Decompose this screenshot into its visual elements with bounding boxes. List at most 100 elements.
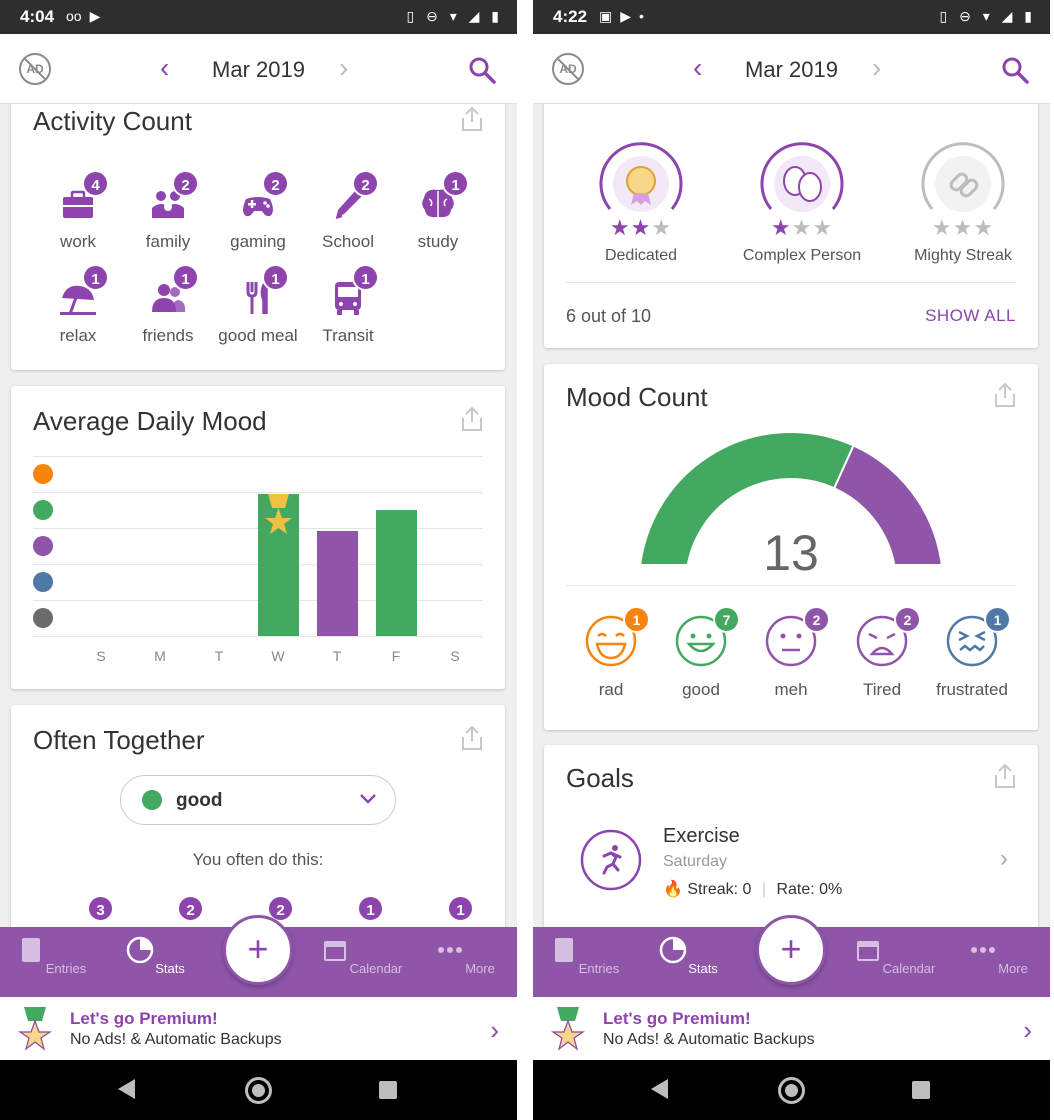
status-bar: 4:04 oo ▶ ▯ ⊖ ▾ ◢ ▮ xyxy=(0,0,517,34)
nav-entries[interactable]: Entries xyxy=(539,933,629,976)
chevron-left-icon[interactable]: ‹ xyxy=(693,52,703,83)
achievement-item[interactable]: ★★★ Mighty Streak xyxy=(888,139,1038,265)
activity-item[interactable]: 1 good meal xyxy=(213,264,303,346)
activity-label: Transit xyxy=(322,326,374,345)
mood-bar[interactable] xyxy=(376,510,417,636)
mood-dropdown[interactable]: good xyxy=(120,775,396,825)
chevron-left-icon[interactable]: ‹ xyxy=(160,52,170,83)
ad-free-icon[interactable]: AD xyxy=(19,53,51,85)
mood-meh-icon: 2 xyxy=(764,606,830,668)
share-icon[interactable] xyxy=(461,406,483,432)
stats-icon xyxy=(659,936,687,964)
mood-count-item[interactable]: 7 good xyxy=(656,606,746,700)
mood-meh-icon xyxy=(33,536,53,556)
book-icon xyxy=(554,938,573,962)
nav-calendar[interactable]: Calendar xyxy=(316,933,406,976)
back-button[interactable] xyxy=(651,1079,668,1099)
activity-count-badge: 2 xyxy=(352,170,379,197)
activity-label: relax xyxy=(59,326,97,345)
star-icon: ★ xyxy=(630,215,652,240)
mood-count-badge: 2 xyxy=(894,606,921,633)
star-icon: ★ xyxy=(651,215,673,240)
card-title: Activity Count xyxy=(33,106,192,136)
mood-bar[interactable] xyxy=(258,494,299,636)
activity-item[interactable]: 1 friends xyxy=(123,264,213,346)
mood-bar[interactable] xyxy=(317,530,358,636)
mood-count-item[interactable]: 2 meh xyxy=(746,606,836,700)
stats-scroll-content[interactable]: ★★★ Dedicated ★★★ Complex Person ★★★ Mighty S… xyxy=(533,104,1050,927)
month-title: Mar 2019 xyxy=(745,57,838,82)
bus-icon: 1 xyxy=(328,264,379,318)
premium-subtitle: No Ads! & Automatic Backups xyxy=(603,1031,815,1048)
umbrella-icon: 1 xyxy=(58,264,109,318)
premium-banner[interactable]: Let's go Premium! No Ads! & Automatic Bac… xyxy=(0,997,517,1060)
x-axis-label: S xyxy=(96,648,106,664)
chevron-right-icon[interactable]: › xyxy=(339,52,349,83)
achievement-stars: ★★★ xyxy=(888,215,1038,241)
chevron-right-icon[interactable]: › xyxy=(872,52,882,83)
stats-scroll-content[interactable]: Activity Count 4 work 2 family 2 gaming 2 Schoo… xyxy=(0,104,517,927)
show-all-button[interactable]: SHOW ALL xyxy=(925,306,1016,325)
system-status-icons: ▯ ⊖ ▾ ◢ ▮ xyxy=(939,8,1036,24)
top-app-bar: AD Mar 2019 ‹ › xyxy=(533,34,1050,104)
premium-title: Let's go Premium! xyxy=(70,1009,218,1028)
home-button[interactable] xyxy=(778,1077,805,1104)
calendar-icon xyxy=(856,941,879,961)
gauge-segment xyxy=(638,431,855,584)
goal-row[interactable]: Exercise Saturday 🔥 Streak: 0 | Rate: 0%… xyxy=(544,815,1038,915)
nav-calendar[interactable]: Calendar xyxy=(849,933,939,976)
recents-button[interactable] xyxy=(379,1081,397,1099)
month-title: Mar 2019 xyxy=(212,57,305,82)
achievements-progress: 6 out of 10 xyxy=(566,306,652,326)
mood-count-badge: 7 xyxy=(713,606,740,633)
share-icon[interactable] xyxy=(461,725,483,751)
friends-icon: 1 xyxy=(148,264,199,318)
premium-banner[interactable]: Let's go Premium! No Ads! & Automatic Bac… xyxy=(533,997,1050,1060)
activity-count-badge: 2 xyxy=(262,170,289,197)
activity-count-badge: 1 xyxy=(357,895,384,922)
nav-more[interactable]: More xyxy=(420,933,510,976)
activity-item[interactable]: 1 relax xyxy=(33,264,123,346)
activity-item[interactable]: 1 study xyxy=(393,170,483,252)
share-icon[interactable] xyxy=(994,382,1016,408)
activity-item[interactable]: 2 gaming xyxy=(213,170,303,252)
add-entry-button[interactable]: + xyxy=(756,915,826,985)
activity-item[interactable]: 1 Transit xyxy=(303,264,393,346)
share-icon[interactable] xyxy=(994,763,1016,789)
bottom-navigation: Entries Stats Calendar More + xyxy=(533,915,1050,997)
activity-item[interactable]: 2 family xyxy=(123,170,213,252)
achievement-item[interactable]: ★★★ Complex Person xyxy=(727,139,877,265)
achievement-item[interactable]: ★★★ Dedicated xyxy=(566,139,716,265)
activity-item[interactable]: 4 work xyxy=(33,170,123,252)
ad-free-icon[interactable]: AD xyxy=(552,53,584,85)
gauge-mask xyxy=(544,564,1038,586)
mood-tired-icon: 2 xyxy=(855,606,921,668)
nav-stats[interactable]: Stats xyxy=(643,933,733,976)
search-icon[interactable] xyxy=(1001,56,1029,84)
system-navigation-bar xyxy=(533,1060,1050,1120)
nav-stats[interactable]: Stats xyxy=(110,933,200,976)
recents-button[interactable] xyxy=(912,1081,930,1099)
goal-rate: Rate: 0% xyxy=(776,881,843,898)
x-axis-label: T xyxy=(214,648,224,664)
chain-icon xyxy=(921,142,1005,212)
mood-count-item[interactable]: 1 frustrated xyxy=(927,606,1017,700)
mood-count-item[interactable]: 1 rad xyxy=(566,606,656,700)
add-entry-button[interactable]: + xyxy=(223,915,293,985)
goals-card: Goals Exercise Saturday 🔥 Streak: 0 | Ra… xyxy=(544,745,1038,927)
back-button[interactable] xyxy=(118,1079,135,1099)
goal-day: Saturday xyxy=(663,853,728,870)
nav-entries[interactable]: Entries xyxy=(6,933,96,976)
stats-icon xyxy=(126,936,154,964)
book-icon xyxy=(21,938,40,962)
nav-more[interactable]: More xyxy=(953,933,1043,976)
search-icon[interactable] xyxy=(468,56,496,84)
more-icon xyxy=(971,947,996,953)
activity-item[interactable]: 2 School xyxy=(303,170,393,252)
activity-count-badge: 1 xyxy=(172,264,199,291)
mood-count-item[interactable]: 2 Tired xyxy=(837,606,927,700)
home-button[interactable] xyxy=(245,1077,272,1104)
activity-label: friends xyxy=(142,326,194,345)
share-icon[interactable] xyxy=(461,106,483,132)
